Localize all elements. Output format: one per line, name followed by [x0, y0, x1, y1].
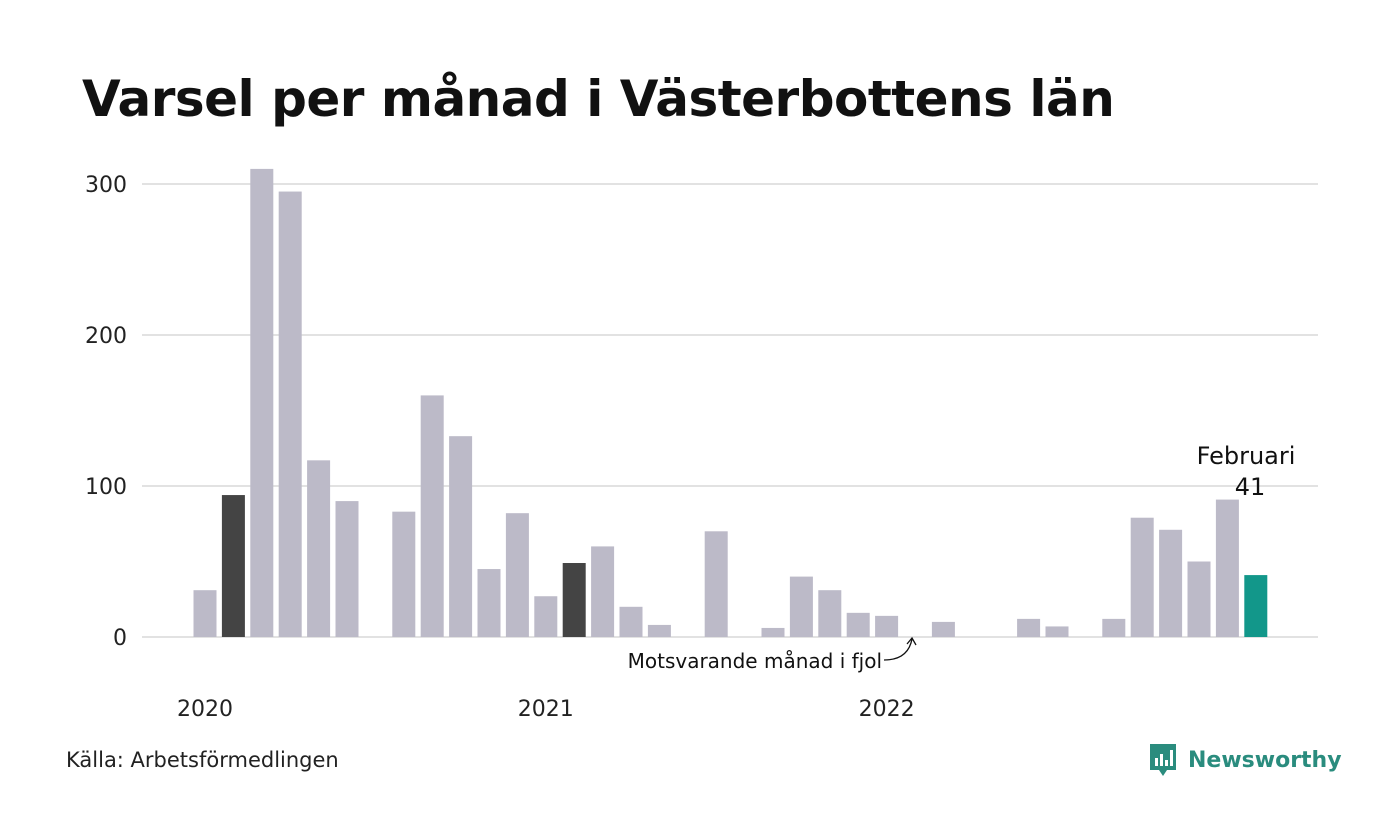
bar-2021-12 [846, 612, 870, 637]
x-axis-year-labels: 2020 2021 2022 [177, 697, 915, 722]
bar-2020-08 [392, 511, 416, 637]
annotation-label: Motsvarande månad i fjol [628, 649, 882, 673]
bar-2022-01 [875, 615, 899, 637]
y-tick-label: 300 [85, 173, 127, 198]
bar-2020-11 [477, 569, 501, 637]
bar-2020-12 [505, 513, 529, 637]
y-axis-ticks: 0 100 200 300 [85, 173, 127, 651]
bar-2022-10 [1130, 517, 1154, 637]
bar-2021-10 [789, 576, 813, 637]
bar-2020-03 [250, 168, 274, 637]
y-tick-label: 200 [85, 324, 127, 349]
bar-2021-05 [647, 624, 671, 637]
chart-title: Varsel per månad i Västerbottens län [82, 70, 1115, 128]
bar-2020-06 [335, 501, 359, 637]
bar-2021-01 [534, 596, 558, 637]
bar-2020-02 [221, 495, 245, 637]
bar-2022-06 [1017, 618, 1041, 637]
x-year-label: 2022 [859, 697, 915, 722]
annotation-arrowhead [906, 636, 917, 646]
bar-2021-03 [591, 546, 615, 637]
annotation-arrow [883, 638, 913, 661]
bar-2020-09 [420, 395, 444, 637]
bar-2020-05 [307, 460, 331, 637]
bar-2022-03 [931, 621, 955, 637]
brand-name: Newsworthy [1188, 747, 1342, 773]
callout-month-label: Februari [1197, 442, 1296, 470]
bar-2021-02 [562, 563, 586, 637]
bar-2020-01 [193, 590, 217, 637]
bar-2021-07 [704, 531, 728, 637]
bar-2022-12 [1187, 561, 1211, 637]
x-year-label: 2020 [177, 697, 233, 722]
bars [193, 168, 1268, 638]
x-year-label: 2021 [518, 697, 574, 722]
bar-2023-01 [1215, 499, 1239, 637]
bar-2023-02 [1244, 575, 1268, 637]
bar-2022-07 [1045, 626, 1069, 637]
brand-logo[interactable]: Newsworthy [1148, 742, 1342, 778]
source-note: Källa: Arbetsförmedlingen [66, 748, 339, 772]
y-tick-label: 100 [85, 475, 127, 500]
bar-2020-04 [278, 191, 302, 638]
y-tick-label: 0 [113, 626, 127, 651]
bar-2021-11 [818, 590, 842, 637]
callout-value-label: 41 [1235, 473, 1266, 501]
bar-2021-04 [619, 606, 643, 637]
annotation-group: Motsvarande månad i fjol [628, 636, 917, 673]
bar-2021-09 [761, 627, 785, 637]
bar-2020-10 [449, 436, 473, 637]
bar-2022-11 [1159, 529, 1183, 637]
current-value-callout: Februari 41 [1197, 442, 1296, 501]
bar-2022-09 [1102, 618, 1126, 637]
newsworthy-logo-icon [1150, 744, 1176, 776]
